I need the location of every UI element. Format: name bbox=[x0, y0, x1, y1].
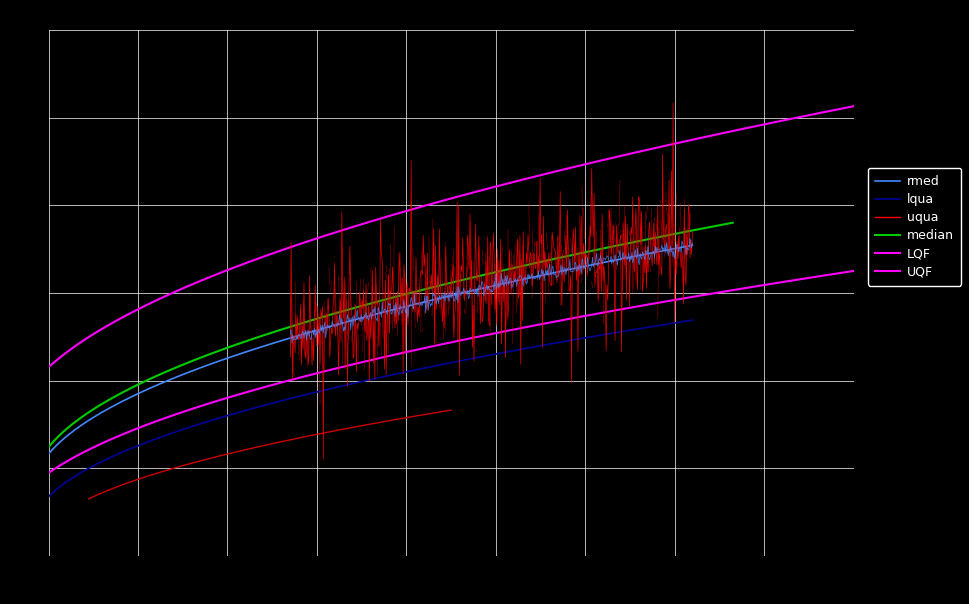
Legend: rmed, lqua, uqua, median, LQF, UQF: rmed, lqua, uqua, median, LQF, UQF bbox=[867, 168, 960, 286]
